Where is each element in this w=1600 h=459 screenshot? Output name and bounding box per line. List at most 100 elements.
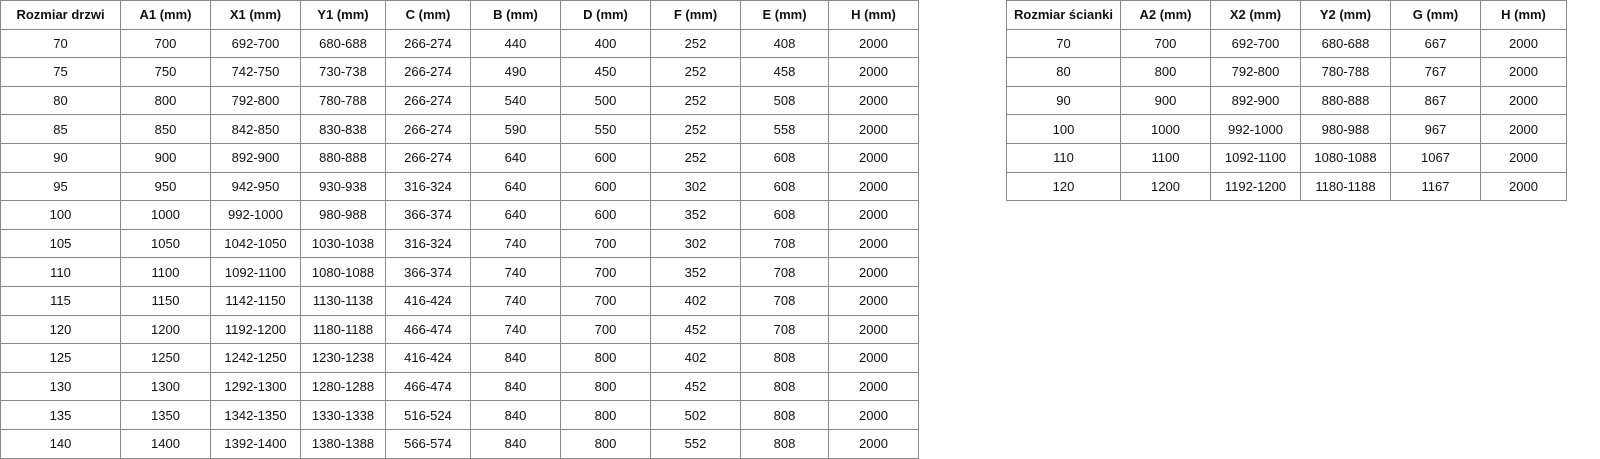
column-header: Y1 (mm)	[300, 0, 386, 30]
table-cell: 252	[650, 28, 741, 59]
table-cell: 667	[1390, 28, 1481, 59]
table-cell: 70	[1006, 28, 1121, 59]
table-cell: 1042-1050	[210, 228, 301, 259]
table-cell: 708	[740, 257, 829, 287]
column-header: F (mm)	[650, 0, 741, 30]
column-header: A2 (mm)	[1120, 0, 1211, 30]
table-cell: 90	[1006, 85, 1121, 116]
table-cell: 1100	[120, 257, 211, 287]
table-cell: 640	[470, 200, 561, 230]
table-cell: 880-888	[300, 142, 386, 173]
table-cell: 2000	[1480, 171, 1567, 202]
table-cell: 700	[560, 228, 651, 259]
table-cell: 452	[650, 314, 741, 345]
table-cell: 70	[0, 28, 121, 59]
table-cell: 110	[0, 257, 121, 287]
table-cell: 1150	[120, 285, 211, 316]
table-cell: 792-800	[210, 85, 301, 116]
table-row: 90 900 892-900 880-888 266-274 640 600 252 608 20…	[0, 142, 919, 173]
table-cell: 1142-1150	[210, 285, 301, 316]
table-cell: 692-700	[210, 28, 301, 59]
table-cell: 1200	[1120, 171, 1211, 202]
table-cell: 2000	[828, 314, 919, 345]
table-cell: 980-988	[300, 200, 386, 230]
table-cell: 550	[560, 114, 651, 144]
table-cell: 892-900	[210, 142, 301, 173]
table-cell: 608	[740, 142, 829, 173]
table-cell: 1080-1088	[1300, 142, 1391, 173]
table-row: 130 1300 1292-1300 1280-1288 466-474 840 800 45…	[0, 371, 919, 402]
table-cell: 680-688	[1300, 28, 1391, 59]
table-cell: 316-324	[385, 228, 471, 259]
table-cell: 590	[470, 114, 561, 144]
table-cell: 2000	[828, 114, 919, 144]
table-cell: 115	[0, 285, 121, 316]
table-cell: 840	[470, 428, 561, 459]
table-cell: 408	[740, 28, 829, 59]
table-cell: 266-274	[385, 142, 471, 173]
table-cell: 2000	[828, 343, 919, 373]
table-cell: 2000	[828, 285, 919, 316]
table-cell: 366-374	[385, 200, 471, 230]
table-cell: 680-688	[300, 28, 386, 59]
table-cell: 1167	[1390, 171, 1481, 202]
table-cell: 742-750	[210, 57, 301, 87]
table-cell: 640	[470, 171, 561, 202]
column-header: C (mm)	[385, 0, 471, 30]
table-row: 120 1200 1192-1200 1180-1188 1167 2000	[1006, 171, 1567, 202]
table-cell: 800	[560, 428, 651, 459]
table-row: 70 700 692-700 680-688 266-274 440 400 252 408 20…	[0, 28, 919, 59]
table-cell: 842-850	[210, 114, 301, 144]
table-cell: 1192-1200	[1210, 171, 1301, 202]
table-row: 85 850 842-850 830-838 266-274 590 550 252 558 20…	[0, 114, 919, 144]
table-cell: 302	[650, 171, 741, 202]
table-cell: 1192-1200	[210, 314, 301, 345]
table-cell: 352	[650, 257, 741, 287]
table-cell: 100	[1006, 114, 1121, 144]
table-cell: 130	[0, 371, 121, 402]
table-row: 90 900 892-900 880-888 867 2000	[1006, 85, 1567, 116]
column-header: X1 (mm)	[210, 0, 301, 30]
table-cell: 266-274	[385, 85, 471, 116]
table-cell: 2000	[828, 400, 919, 430]
table-cell: 700	[560, 285, 651, 316]
table-cell: 416-424	[385, 343, 471, 373]
table-row: 110 1100 1092-1100 1080-1088 1067 2000	[1006, 142, 1567, 173]
table-cell: 700	[1120, 28, 1211, 59]
table-cell: 608	[740, 200, 829, 230]
table-cell: 252	[650, 114, 741, 144]
column-header: Y2 (mm)	[1300, 0, 1391, 30]
table-cell: 708	[740, 314, 829, 345]
column-header: B (mm)	[470, 0, 561, 30]
table-cell: 1180-1188	[1300, 171, 1391, 202]
table-cell: 708	[740, 285, 829, 316]
table-cell: 500	[560, 85, 651, 116]
table-cell: 780-788	[1300, 57, 1391, 87]
table-cell: 110	[1006, 142, 1121, 173]
table-cell: 2000	[828, 371, 919, 402]
table-cell: 566-574	[385, 428, 471, 459]
table-cell: 2000	[1480, 57, 1567, 87]
table-cell: 125	[0, 343, 121, 373]
table-cell: 640	[470, 142, 561, 173]
table-cell: 730-738	[300, 57, 386, 87]
table-row: 120 1200 1192-1200 1180-1188 466-474 740 700 45…	[0, 314, 919, 345]
column-header: H (mm)	[1480, 0, 1567, 30]
table-cell: 508	[740, 85, 829, 116]
table-cell: 1080-1088	[300, 257, 386, 287]
table-cell: 2000	[828, 171, 919, 202]
table-row: 115 1150 1142-1150 1130-1138 416-424 740 700 40…	[0, 285, 919, 316]
column-header: X2 (mm)	[1210, 0, 1301, 30]
table-cell: 516-524	[385, 400, 471, 430]
table-cell: 100	[0, 200, 121, 230]
table-cell: 700	[560, 257, 651, 287]
table-cell: 600	[560, 200, 651, 230]
table-cell: 1250	[120, 343, 211, 373]
column-header: A1 (mm)	[120, 0, 211, 30]
table-cell: 85	[0, 114, 121, 144]
table-row: 75 750 742-750 730-738 266-274 490 450 252 458 20…	[0, 57, 919, 87]
table-cell: 740	[470, 285, 561, 316]
table-cell: 2000	[828, 257, 919, 287]
table-cell: 600	[560, 171, 651, 202]
table-cell: 302	[650, 228, 741, 259]
